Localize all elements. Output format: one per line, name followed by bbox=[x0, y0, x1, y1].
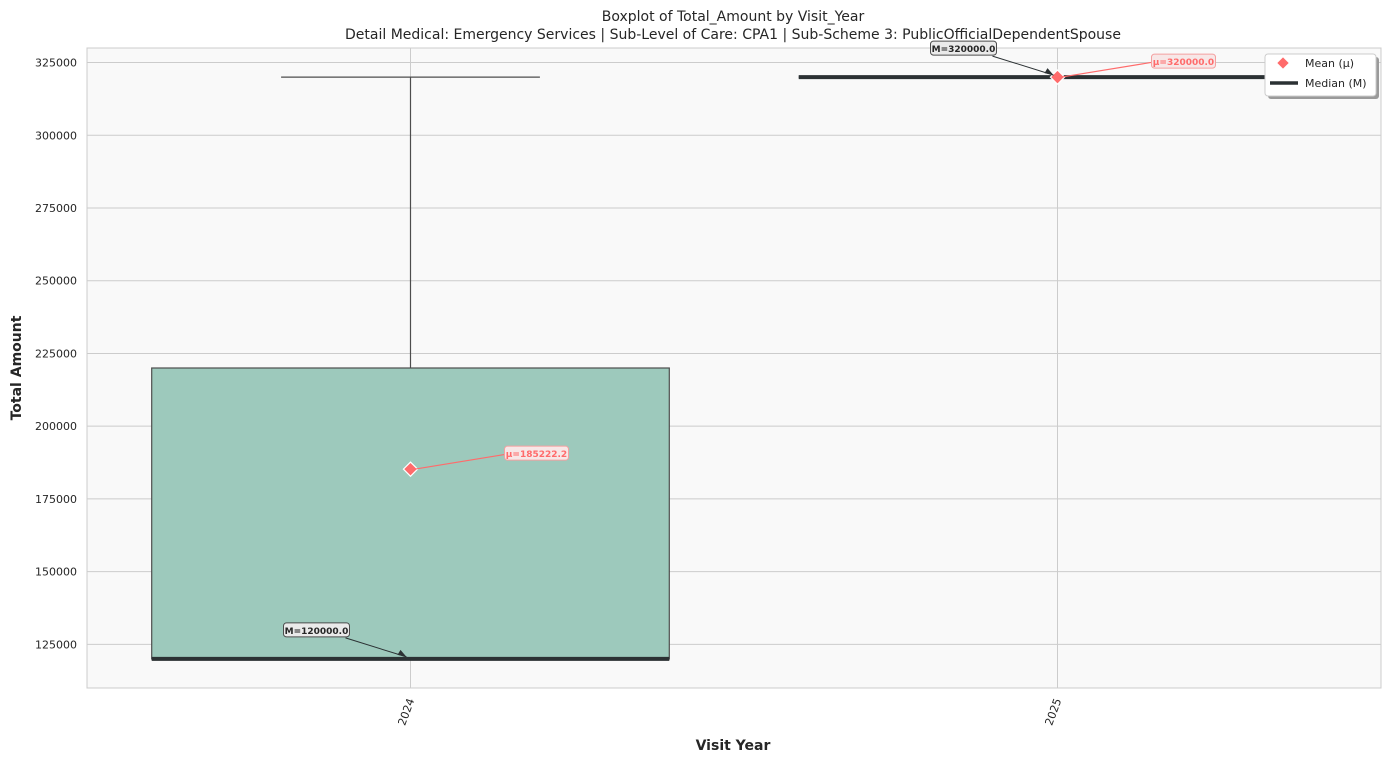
x-axis-label: Visit Year bbox=[696, 738, 771, 754]
legend-box bbox=[1264, 53, 1377, 97]
x-tick-labels: 2024 2025 bbox=[396, 697, 1065, 728]
mean-annotation-box bbox=[504, 445, 569, 461]
y-axis-label: Total Amount bbox=[9, 315, 25, 420]
median-annotation-box bbox=[930, 40, 997, 56]
boxes bbox=[151, 69, 1317, 661]
median-annotation-arrow bbox=[992, 55, 1054, 76]
mean-annotation-line bbox=[1061, 61, 1154, 78]
mean-annotation-line bbox=[414, 453, 507, 470]
mean-marker-2024 bbox=[402, 461, 419, 478]
legend-median-label: Median (M) bbox=[1305, 77, 1367, 90]
chart-subtitle: Detail Medical: Emergency Services | Sub… bbox=[345, 27, 1121, 43]
median-annotation-arrow bbox=[345, 637, 407, 658]
y-tick-labels: 125000 150000 175000 200000 225000 250000 2750… bbox=[35, 57, 77, 652]
annotations: M=120000.0 μ=185222.2 M=320000.0 μ=320000.0 bbox=[283, 40, 1216, 658]
y-tick-label: 200000 bbox=[35, 420, 77, 433]
legend: Mean (μ) Median (M) bbox=[1264, 53, 1379, 99]
y-tick-label: 125000 bbox=[35, 638, 77, 651]
y-tick-label: 300000 bbox=[35, 129, 77, 142]
mean-annotation-label: μ=185222.2 bbox=[506, 450, 567, 460]
y-tick-label: 175000 bbox=[35, 493, 77, 506]
median-annotation-arrowhead bbox=[1044, 68, 1054, 76]
y-tick-label: 325000 bbox=[35, 57, 77, 70]
box-2024 bbox=[151, 367, 670, 660]
x-tick-label: 2024 bbox=[396, 697, 418, 728]
median-annotation-label: M=320000.0 bbox=[932, 45, 996, 55]
chart-title: Boxplot of Total_Amount by Visit_Year bbox=[602, 9, 865, 25]
y-tick-label: 275000 bbox=[35, 202, 77, 215]
median-annotation-label: M=120000.0 bbox=[285, 627, 349, 637]
legend-mean-marker bbox=[1277, 57, 1289, 69]
x-tick-label: 2025 bbox=[1043, 697, 1065, 728]
y-tick-label: 150000 bbox=[35, 566, 77, 579]
y-tick-label: 225000 bbox=[35, 347, 77, 360]
y-tick-label: 250000 bbox=[35, 275, 77, 288]
mean-annotation-box bbox=[1151, 53, 1216, 69]
mean-marker-2025 bbox=[1049, 69, 1066, 86]
median-annotation-box bbox=[283, 622, 350, 638]
mean-annotation-label: μ=320000.0 bbox=[1153, 58, 1214, 68]
median-annotation-arrowhead bbox=[397, 649, 407, 657]
legend-mean-label: Mean (μ) bbox=[1305, 57, 1354, 70]
